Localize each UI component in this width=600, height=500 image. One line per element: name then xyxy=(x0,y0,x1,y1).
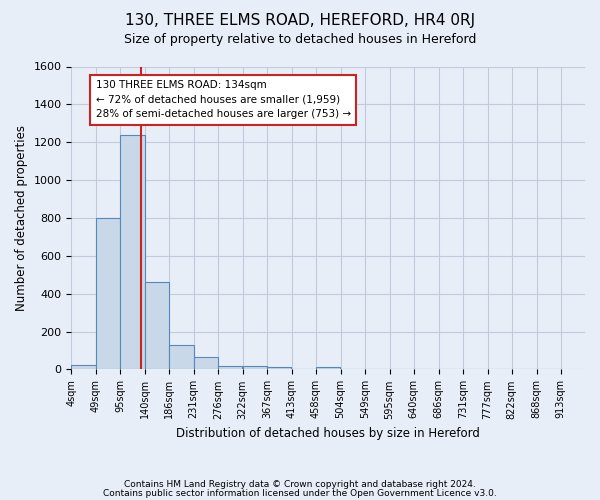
Text: 130 THREE ELMS ROAD: 134sqm
← 72% of detached houses are smaller (1,959)
28% of : 130 THREE ELMS ROAD: 134sqm ← 72% of det… xyxy=(95,80,351,120)
Bar xyxy=(121,134,145,370)
Bar xyxy=(218,366,242,370)
Bar xyxy=(71,364,95,370)
Bar xyxy=(95,218,120,370)
Text: Contains HM Land Registry data © Crown copyright and database right 2024.: Contains HM Land Registry data © Crown c… xyxy=(124,480,476,489)
Bar xyxy=(169,345,194,370)
Bar xyxy=(145,282,169,370)
Y-axis label: Number of detached properties: Number of detached properties xyxy=(15,125,28,311)
Text: Size of property relative to detached houses in Hereford: Size of property relative to detached ho… xyxy=(124,32,476,46)
Bar xyxy=(316,366,340,370)
Bar xyxy=(267,366,291,370)
Text: 130, THREE ELMS ROAD, HEREFORD, HR4 0RJ: 130, THREE ELMS ROAD, HEREFORD, HR4 0RJ xyxy=(125,12,475,28)
X-axis label: Distribution of detached houses by size in Hereford: Distribution of detached houses by size … xyxy=(176,427,480,440)
Bar xyxy=(194,357,218,370)
Bar xyxy=(242,366,267,370)
Text: Contains public sector information licensed under the Open Government Licence v3: Contains public sector information licen… xyxy=(103,490,497,498)
